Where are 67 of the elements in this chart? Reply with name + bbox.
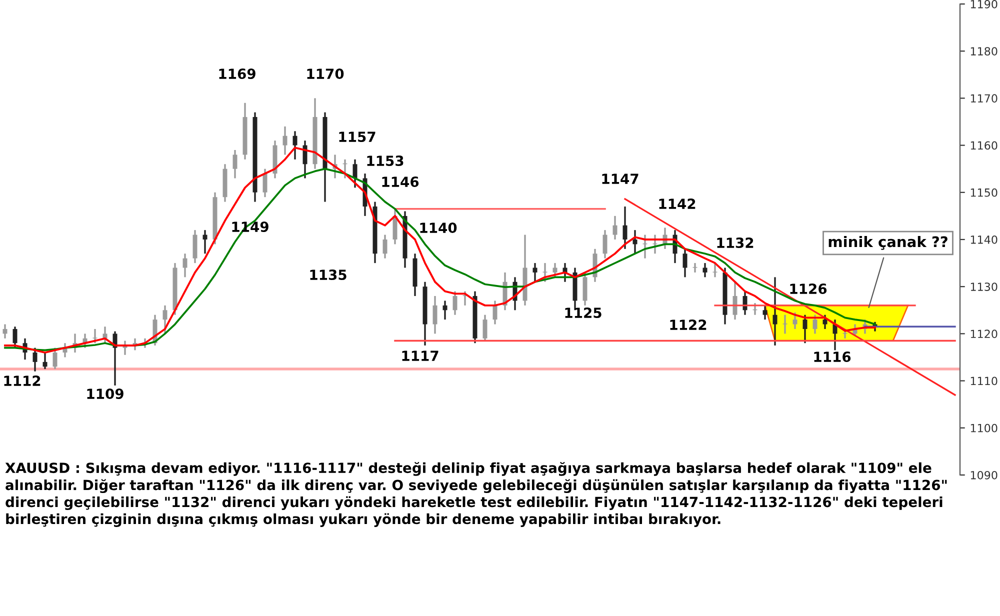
annotation: 1125 xyxy=(565,308,602,318)
y-tick-label: 1100 xyxy=(970,424,998,432)
annotation: 1116 xyxy=(814,352,851,362)
candlestick xyxy=(582,272,588,306)
annotation: minik çanak ?? xyxy=(828,236,948,250)
y-tick-label: 1180 xyxy=(970,47,998,56)
y-tick-label: 1130 xyxy=(970,282,998,291)
annotation: 1112 xyxy=(4,376,40,386)
y-tick-label: 1190 xyxy=(970,0,998,8)
candlestick xyxy=(692,262,698,274)
candlestick xyxy=(552,262,558,278)
candlestick xyxy=(192,229,198,264)
candlestick xyxy=(822,314,828,330)
candlestick xyxy=(482,314,488,342)
annotation: 1169 xyxy=(219,68,256,80)
candlestick xyxy=(442,300,448,320)
candlestick xyxy=(632,229,638,254)
candlestick xyxy=(702,262,708,278)
candlestick xyxy=(102,326,108,344)
y-tick-label: 1150 xyxy=(970,188,998,197)
candlestick xyxy=(292,130,298,160)
candlestick xyxy=(12,326,18,349)
annotation: 1157 xyxy=(339,132,376,142)
annotation: 1147 xyxy=(602,174,638,184)
candlestick xyxy=(352,158,358,189)
annotation: 1135 xyxy=(310,270,346,280)
annotation: 1170 xyxy=(307,68,344,80)
candlestick xyxy=(32,346,38,372)
candlestick xyxy=(302,140,308,180)
candlestick xyxy=(782,314,788,335)
y-tick-label: 1140 xyxy=(970,235,998,244)
annotation: 1117 xyxy=(402,350,438,361)
annotation: 1132 xyxy=(717,238,754,248)
y-tick-label: 1110 xyxy=(970,376,998,386)
candlestick xyxy=(612,215,618,240)
annotation: 1122 xyxy=(670,320,706,330)
annotation: 1109 xyxy=(87,388,124,400)
y-tick-label: 1160 xyxy=(970,141,998,150)
y-tick-label: 1120 xyxy=(970,330,998,338)
y-tick-label: 1170 xyxy=(970,94,998,103)
candlestick xyxy=(282,126,288,156)
candlestick xyxy=(52,346,58,370)
candlestick xyxy=(92,328,98,344)
annotation: 1153 xyxy=(367,156,404,166)
annotation: XAUUSD : Sıkışma devam ediyor. "1116-1117" desteği delinip fiyat aşağıya sarkmaya başlarsa hedef olarak "1109" ele alınabilir. Diğer taraftan "1126" da ilk direnç var. O seviyede gelebileceği düşünülen satışlar karşılanıp da fiyatta "1126" direnci geçilebilirse "1132" direnci yukarı yöndeki hareketle test edilebilir. Fiyatın "1147-1142-1132-1126" deki tepeleri birleştiren çizginin dışına çıkmış olması yukarı yönde bir deneme yapabilir intibaı bırakıyor. xyxy=(5,462,947,527)
candlestick xyxy=(732,281,738,320)
candlestick xyxy=(792,312,798,330)
candlestick xyxy=(42,352,48,370)
candlestick xyxy=(812,314,818,335)
candlestick xyxy=(762,304,768,320)
candlestick xyxy=(802,314,808,344)
candlestick xyxy=(262,168,268,198)
candlestick xyxy=(432,295,438,335)
candlestick xyxy=(682,248,688,278)
annotation: 1126 xyxy=(790,284,827,294)
candlestick xyxy=(232,149,238,180)
candlestick xyxy=(182,252,188,278)
candlestick xyxy=(602,229,608,260)
candlestick xyxy=(562,262,568,283)
candlestick xyxy=(202,229,208,254)
candlestick xyxy=(382,234,388,260)
y-tick-label: 1090 xyxy=(970,470,998,480)
candlestick xyxy=(532,262,538,283)
candlestick xyxy=(492,300,498,326)
annotation: 1142 xyxy=(659,198,696,209)
annotation: 1140 xyxy=(420,222,457,234)
annotation: 1146 xyxy=(382,176,419,188)
